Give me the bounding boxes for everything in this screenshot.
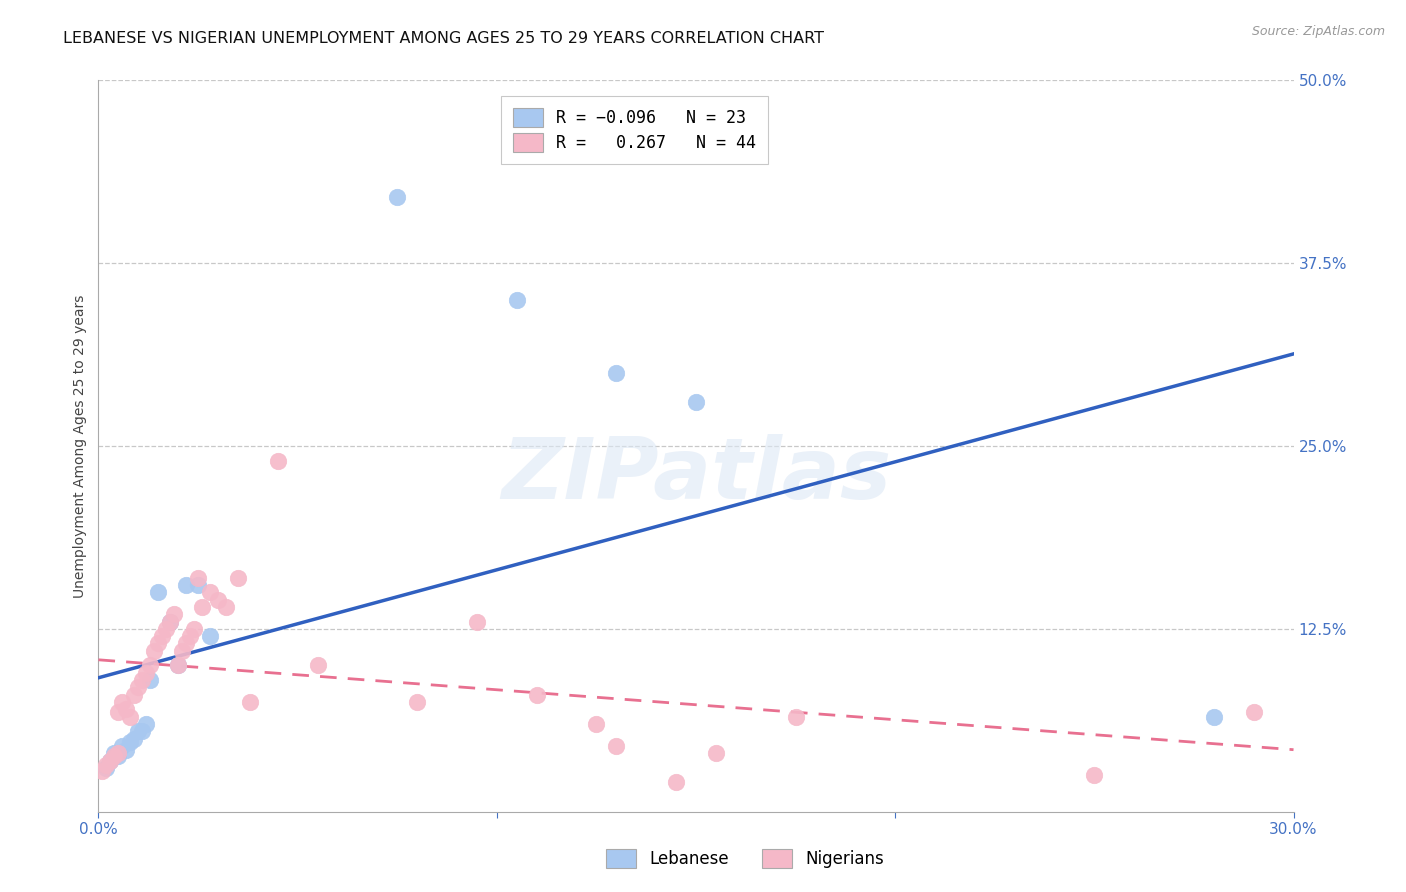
Point	[135, 717, 157, 731]
Point	[155, 622, 177, 636]
Point	[174, 636, 197, 650]
Point	[506, 293, 529, 307]
Point	[127, 724, 149, 739]
Point	[150, 629, 173, 643]
Point	[127, 681, 149, 695]
Point	[605, 739, 627, 753]
Point	[124, 688, 146, 702]
Text: Source: ZipAtlas.com: Source: ZipAtlas.com	[1251, 25, 1385, 38]
Point	[120, 709, 142, 723]
Point	[107, 749, 129, 764]
Point	[1243, 705, 1265, 719]
Point	[96, 761, 118, 775]
Point	[685, 395, 707, 409]
Point	[191, 599, 214, 614]
Point	[96, 758, 118, 772]
Point	[1202, 709, 1225, 723]
Point	[172, 644, 194, 658]
Point	[131, 724, 153, 739]
Point	[526, 688, 548, 702]
Point	[183, 622, 205, 636]
Legend: Lebanese, Nigerians: Lebanese, Nigerians	[599, 842, 891, 875]
Point	[159, 615, 181, 629]
Point	[465, 615, 488, 629]
Point	[139, 658, 162, 673]
Point	[215, 599, 238, 614]
Point	[167, 658, 190, 673]
Point	[135, 665, 157, 680]
Point	[98, 754, 122, 768]
Point	[120, 734, 142, 748]
Y-axis label: Unemployment Among Ages 25 to 29 years: Unemployment Among Ages 25 to 29 years	[73, 294, 87, 598]
Point	[785, 709, 807, 723]
Point	[207, 592, 229, 607]
Point	[111, 695, 134, 709]
Point	[148, 585, 170, 599]
Point	[163, 607, 186, 622]
Point	[385, 190, 409, 204]
Point	[103, 746, 125, 760]
Point	[91, 764, 114, 778]
Point	[148, 636, 170, 650]
Point	[198, 629, 221, 643]
Point	[124, 731, 146, 746]
Point	[107, 705, 129, 719]
Point	[187, 571, 209, 585]
Point	[585, 717, 607, 731]
Point	[174, 578, 197, 592]
Text: LEBANESE VS NIGERIAN UNEMPLOYMENT AMONG AGES 25 TO 29 YEARS CORRELATION CHART: LEBANESE VS NIGERIAN UNEMPLOYMENT AMONG …	[63, 31, 824, 46]
Point	[239, 695, 262, 709]
Point	[131, 673, 153, 687]
Point	[115, 702, 138, 716]
Point	[159, 615, 181, 629]
Point	[111, 739, 134, 753]
Point	[107, 746, 129, 760]
Point	[167, 658, 190, 673]
Point	[406, 695, 429, 709]
Point	[605, 366, 627, 380]
Text: ZIPatlas: ZIPatlas	[501, 434, 891, 516]
Point	[198, 585, 221, 599]
Point	[139, 673, 162, 687]
Point	[307, 658, 329, 673]
Point	[665, 775, 688, 789]
Point	[98, 754, 122, 768]
Point	[187, 578, 209, 592]
Point	[143, 644, 166, 658]
Point	[267, 453, 290, 467]
Point	[704, 746, 727, 760]
Point	[1083, 768, 1105, 782]
Point	[103, 749, 125, 764]
Point	[179, 629, 201, 643]
Point	[226, 571, 249, 585]
Point	[115, 743, 138, 757]
Legend: R = −0.096   N = 23, R =   0.267   N = 44: R = −0.096 N = 23, R = 0.267 N = 44	[501, 96, 768, 163]
